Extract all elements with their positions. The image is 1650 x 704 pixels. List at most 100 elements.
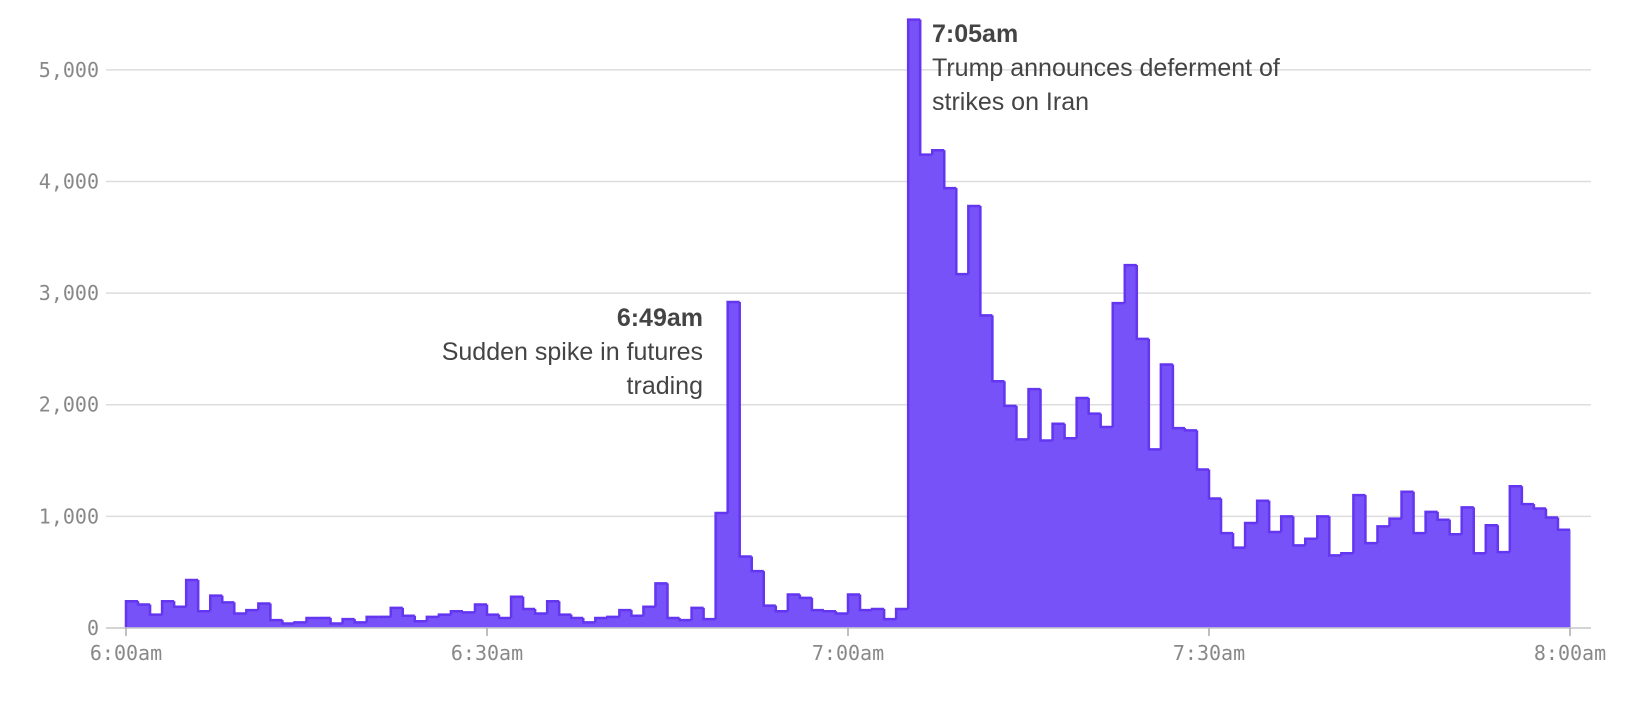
step-line — [1087, 398, 1101, 415]
y-tick-label: 4,000 — [39, 169, 99, 193]
step-line — [1508, 484, 1522, 553]
step-line — [762, 571, 776, 607]
step-line — [365, 615, 379, 623]
step-line — [630, 610, 644, 617]
step-fill — [499, 617, 512, 628]
step-fill — [342, 619, 356, 628]
step-line — [1195, 430, 1209, 471]
step-fill — [619, 610, 632, 628]
step-line — [642, 605, 656, 616]
step-fill — [174, 606, 187, 628]
step-line — [233, 602, 247, 615]
step-fill — [1389, 518, 1403, 628]
step-fill — [1064, 438, 1078, 628]
annotation-text: strikes on Iran — [932, 88, 1089, 116]
step-line — [1135, 265, 1149, 341]
step-line — [943, 150, 957, 190]
step-line — [389, 606, 403, 617]
step-line — [497, 614, 512, 620]
step-line — [678, 617, 692, 622]
annotation-text: Trump announces deferment of — [932, 54, 1280, 82]
step-line — [930, 148, 945, 155]
step-fill — [715, 513, 729, 628]
step-fill — [1329, 555, 1342, 628]
step-line — [606, 615, 620, 619]
step-fill — [1353, 495, 1366, 628]
step-line — [594, 616, 608, 623]
step-line — [1436, 511, 1450, 521]
step-line — [557, 601, 572, 616]
step-fill — [860, 610, 873, 628]
step-fill — [1461, 507, 1475, 628]
annotation-time: 7:05am — [932, 20, 1018, 48]
x-tick-label: 7:00am — [812, 641, 884, 665]
step-fill — [270, 620, 283, 628]
step-line — [1231, 533, 1246, 549]
step-fill — [1425, 511, 1439, 628]
step-fill — [607, 616, 620, 628]
x-tick-label: 6:30am — [451, 641, 523, 665]
step-line — [1267, 500, 1282, 534]
step-line — [305, 616, 319, 623]
step-fill — [186, 579, 199, 628]
step-fill — [811, 610, 825, 628]
step-fill — [667, 617, 681, 628]
step-line — [1111, 301, 1125, 428]
step-fill — [920, 154, 933, 629]
step-fill — [583, 622, 596, 628]
step-line — [906, 18, 921, 610]
step-line — [834, 611, 848, 615]
step-line — [1243, 521, 1258, 548]
step-fill — [1413, 533, 1427, 628]
step-fill — [547, 601, 560, 628]
step-line — [545, 599, 560, 614]
step-fill — [763, 605, 777, 628]
step-fill — [896, 609, 909, 628]
step-line — [991, 315, 1005, 383]
y-tick-label: 2,000 — [39, 393, 99, 417]
step-line — [1472, 507, 1486, 555]
step-fill — [1160, 364, 1174, 628]
step-fill — [980, 315, 993, 628]
step-fill — [511, 596, 524, 628]
step-line — [221, 595, 235, 604]
step-fill — [162, 601, 175, 628]
step-fill — [571, 617, 584, 628]
step-fill — [438, 614, 452, 628]
step-fill — [306, 617, 320, 628]
step-fill — [1449, 534, 1463, 628]
step-line — [822, 610, 836, 613]
step-fill — [1557, 529, 1571, 628]
step-fill — [992, 381, 1005, 628]
step-fill — [126, 601, 139, 628]
step-fill — [1317, 516, 1330, 628]
step-line — [894, 607, 909, 620]
step-fill — [1365, 543, 1378, 628]
step-fill — [246, 610, 259, 628]
step-fill — [1172, 428, 1186, 628]
step-line — [1147, 338, 1161, 451]
step-fill — [258, 603, 271, 628]
step-line — [1448, 519, 1462, 536]
step-fill — [366, 616, 380, 628]
step-line — [1171, 364, 1185, 430]
step-line — [533, 609, 548, 615]
step-fill — [1028, 389, 1042, 628]
step-line — [509, 595, 524, 618]
annotation-text: Sudden spike in futures — [442, 338, 703, 366]
step-line — [798, 594, 812, 600]
step-line — [329, 617, 343, 625]
step-line — [569, 614, 584, 620]
step-line — [979, 206, 993, 317]
step-line — [401, 607, 415, 617]
step-fill — [402, 615, 416, 628]
step-line — [690, 606, 704, 621]
step-line — [136, 601, 151, 606]
step-line — [1015, 405, 1029, 441]
step-fill — [1293, 545, 1306, 628]
step-fill — [1305, 538, 1318, 628]
step-fill — [1040, 440, 1054, 628]
annotation-text: trading — [627, 372, 703, 400]
step-fill — [1473, 553, 1487, 628]
step-fill — [595, 617, 608, 628]
